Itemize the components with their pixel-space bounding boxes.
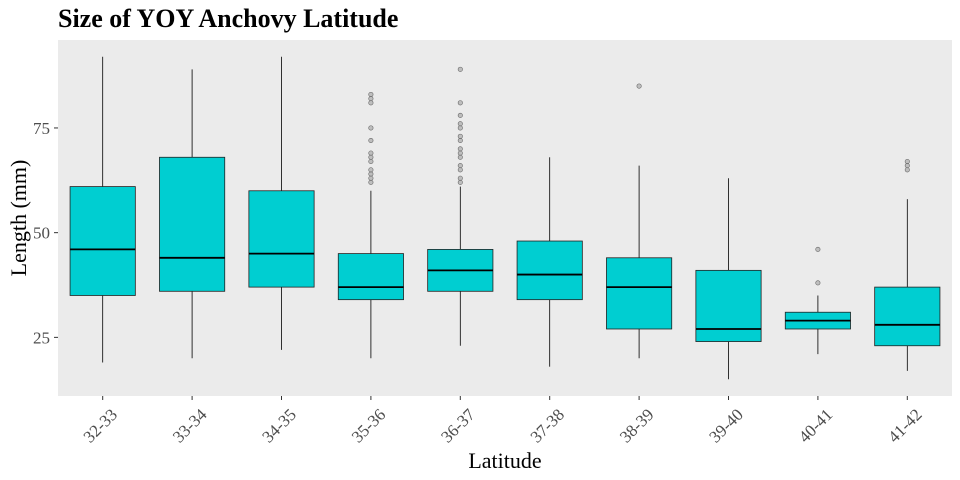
outlier-point [904, 167, 910, 173]
y-tick-label: 75 [33, 119, 50, 138]
x-tick-label: 34-35 [258, 405, 299, 446]
outlier-point [457, 150, 463, 156]
box-iqr [606, 257, 673, 330]
x-tick-label: 37-38 [527, 405, 568, 446]
box-iqr [337, 253, 404, 301]
outlier-point [368, 179, 374, 185]
outlier-point [904, 163, 910, 169]
box-32-33 [69, 56, 136, 363]
box-iqr [874, 286, 941, 347]
box-40-41 [784, 246, 851, 355]
outlier-point [457, 133, 463, 139]
outlier-point [368, 154, 374, 160]
chart-title: Size of YOY Anchovy Latitude [58, 4, 399, 33]
y-tick-label: 25 [33, 328, 50, 347]
outlier-point [457, 66, 463, 72]
outlier-point [457, 167, 463, 173]
outlier-point [815, 280, 821, 286]
box-iqr [248, 190, 315, 288]
box-33-34 [159, 69, 226, 359]
box-35-36 [337, 91, 404, 359]
outlier-point [636, 83, 642, 89]
outlier-point [368, 171, 374, 177]
x-tick-label: 36-37 [437, 405, 479, 447]
x-tick-label: 32-33 [80, 405, 121, 446]
outlier-point [457, 146, 463, 152]
outlier-point [457, 112, 463, 118]
box-iqr [69, 186, 136, 296]
x-tick-label: 40-41 [795, 405, 836, 446]
box-38-39 [606, 83, 673, 359]
box-41-42 [874, 158, 941, 371]
box-37-38 [516, 157, 583, 367]
outlier-point [904, 158, 910, 164]
outlier-point [457, 175, 463, 181]
y-axis-title: Length (mm) [6, 160, 31, 277]
y-tick-label: 50 [33, 224, 50, 243]
outlier-point [368, 158, 374, 164]
box-iqr [695, 269, 762, 342]
outlier-point [368, 91, 374, 97]
outlier-point [457, 125, 463, 131]
outlier-point [457, 179, 463, 185]
box-36-37 [427, 66, 494, 346]
outlier-point [457, 154, 463, 160]
x-tick-label: 35-36 [348, 405, 389, 446]
box-34-35 [248, 56, 315, 350]
x-tick-label: 39-40 [705, 405, 746, 446]
x-axis: 32-33 33-34 34-35 35-36 36-37 37-38 38-39 39-40… [80, 396, 926, 446]
outlier-point [368, 138, 374, 144]
box-iqr [516, 240, 583, 301]
box-iqr [159, 156, 226, 292]
outlier-point [368, 167, 374, 173]
outlier-point [368, 125, 374, 131]
outlier-point [368, 175, 374, 181]
outlier-point [368, 150, 374, 156]
outlier-point [457, 138, 463, 144]
box-series [69, 56, 941, 380]
x-tick-label: 38-39 [616, 405, 657, 446]
x-axis-title: Latitude [468, 448, 541, 473]
x-tick-label: 41-42 [884, 405, 925, 446]
outlier-point [368, 100, 374, 106]
box-39-40 [695, 178, 762, 380]
outlier-point [457, 163, 463, 169]
outlier-point [457, 121, 463, 127]
outlier-point [368, 96, 374, 102]
outlier-point [457, 100, 463, 106]
y-axis: 25 50 75 [33, 119, 58, 347]
x-tick-label: 33-34 [169, 405, 211, 447]
outlier-point [815, 246, 821, 252]
